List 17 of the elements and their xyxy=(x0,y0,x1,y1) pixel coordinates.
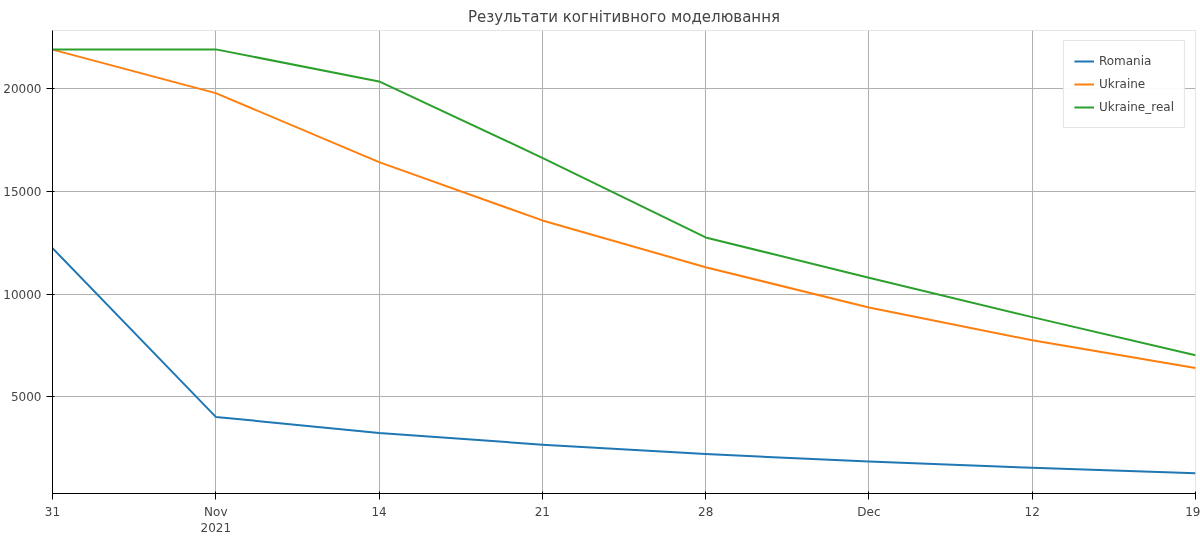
y-tick-label: 20000 xyxy=(3,82,42,97)
y-tick-label: 10000 xyxy=(3,287,42,302)
x-tick-label: 19 xyxy=(1185,504,1200,519)
line-series xyxy=(52,247,1196,475)
y-tick-label: 5000 xyxy=(10,390,42,405)
x-tick-label: 21 xyxy=(534,504,550,519)
legend-label: Ukraine xyxy=(1098,77,1146,91)
legend-label: Ukraine_real xyxy=(1098,100,1174,114)
x-tick-label: 28 xyxy=(698,504,714,519)
x-tick-label: Nov 2021 xyxy=(200,504,232,536)
x-tick-label: 12 xyxy=(1024,504,1040,519)
x-tick-label: 31 xyxy=(44,504,61,519)
y-tick-label: 15000 xyxy=(3,184,42,199)
x-tick-label: 14 xyxy=(371,504,387,519)
chart-title: Результати когнітивного моделювання xyxy=(468,7,780,26)
x-tick-label: Dec xyxy=(857,504,881,519)
legend-label: Romania xyxy=(1098,54,1152,68)
